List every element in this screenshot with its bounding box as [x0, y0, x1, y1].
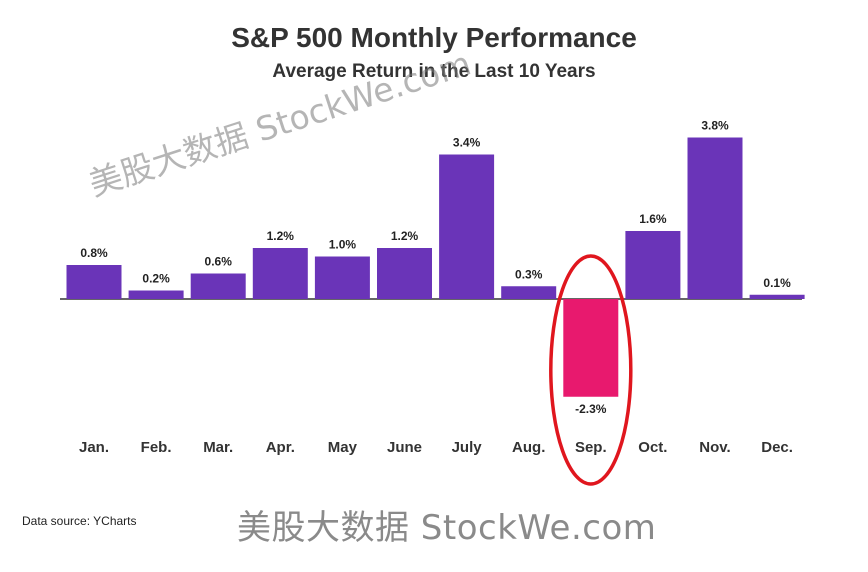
data-label: 0.6% [205, 255, 233, 269]
category-label: Apr. [266, 439, 295, 456]
data-label: 3.8% [701, 119, 729, 133]
data-label: 1.2% [267, 229, 295, 243]
chart-title: S&P 500 Monthly Performance [231, 22, 637, 53]
bar-may [314, 256, 370, 299]
data-label: 3.4% [453, 136, 481, 150]
bar-oct [625, 231, 681, 299]
category-label: Feb. [141, 439, 172, 456]
category-label: Mar. [203, 439, 233, 456]
category-label: Nov. [699, 439, 730, 456]
data-label: 1.2% [391, 229, 419, 243]
bar-feb [128, 290, 184, 299]
chart-subtitle: Average Return in the Last 10 Years [272, 61, 596, 82]
bar-aug [501, 286, 557, 299]
highlight-circle [549, 254, 633, 486]
bar-nov [687, 137, 743, 299]
bar-july [439, 154, 495, 299]
data-label: 0.2% [142, 272, 170, 286]
category-label: Sep. [575, 439, 607, 456]
data-label: -2.3% [575, 402, 607, 416]
bar-jan [66, 265, 122, 299]
category-label: July [452, 439, 483, 456]
data-label: 0.8% [80, 246, 108, 260]
data-label: 0.1% [763, 276, 791, 290]
category-label: May [328, 439, 358, 456]
category-label: Jan. [79, 439, 109, 456]
data-label: 1.6% [639, 212, 667, 226]
category-label: Aug. [512, 439, 545, 456]
category-label: June [387, 439, 422, 456]
data-label: 0.3% [515, 267, 543, 281]
data-source-note: Data source: YCharts [22, 514, 137, 528]
bar-mar [190, 273, 246, 299]
bar-dec [749, 294, 805, 299]
bottom-watermark: 美股大数据 StockWe.com [237, 508, 657, 548]
bar-june [377, 248, 432, 299]
category-label: Dec. [761, 439, 793, 456]
data-label: 1.0% [329, 238, 357, 252]
category-label: Oct. [638, 439, 667, 456]
bar-apr [252, 248, 308, 299]
bar-sep [563, 299, 619, 397]
